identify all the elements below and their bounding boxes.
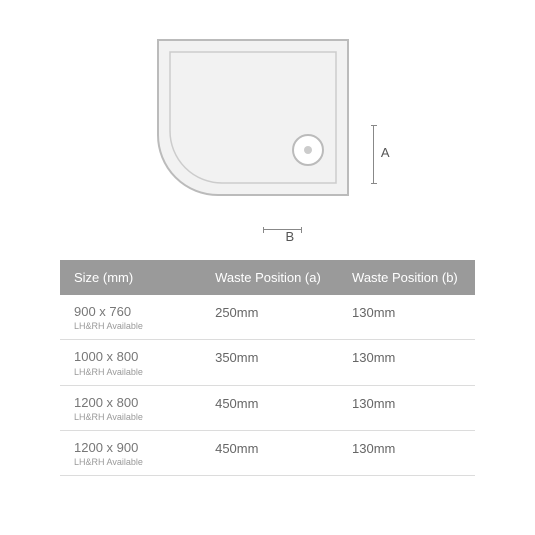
spec-table: Size (mm) Waste Position (a) Waste Posit…	[60, 260, 475, 476]
table-header-row: Size (mm) Waste Position (a) Waste Posit…	[60, 260, 475, 295]
header-pos-a: Waste Position (a)	[201, 260, 338, 295]
table-row: 1000 x 800 LH&RH Available 350mm 130mm	[60, 340, 475, 385]
dimension-line	[263, 229, 301, 230]
pos-a-value: 450mm	[201, 430, 338, 475]
pos-b-value: 130mm	[338, 385, 475, 430]
size-sub: LH&RH Available	[74, 457, 187, 467]
table-row: 900 x 760 LH&RH Available 250mm 130mm	[60, 295, 475, 340]
tray-shape	[148, 30, 358, 210]
pos-a-value: 250mm	[201, 295, 338, 340]
size-value: 900 x 760	[74, 305, 187, 319]
dimension-a-label: A	[381, 145, 390, 160]
size-value: 1200 x 900	[74, 441, 187, 455]
dimension-line	[263, 227, 264, 233]
dimension-line	[301, 227, 302, 233]
dimension-line	[373, 125, 374, 183]
pos-b-value: 130mm	[338, 430, 475, 475]
table-row: 1200 x 900 LH&RH Available 450mm 130mm	[60, 430, 475, 475]
table-row: 1200 x 800 LH&RH Available 450mm 130mm	[60, 385, 475, 430]
size-sub: LH&RH Available	[74, 321, 187, 331]
size-sub: LH&RH Available	[74, 412, 187, 422]
pos-b-value: 130mm	[338, 340, 475, 385]
dimension-b-label: B	[286, 229, 295, 244]
size-value: 1000 x 800	[74, 350, 187, 364]
pos-b-value: 130mm	[338, 295, 475, 340]
pos-a-value: 450mm	[201, 385, 338, 430]
dimension-line	[371, 183, 377, 184]
size-sub: LH&RH Available	[74, 367, 187, 377]
pos-a-value: 350mm	[201, 340, 338, 385]
tray-diagram: A B	[148, 30, 388, 240]
dimension-line	[371, 125, 377, 126]
header-size: Size (mm)	[60, 260, 201, 295]
table-body: 900 x 760 LH&RH Available 250mm 130mm 10…	[60, 295, 475, 476]
header-pos-b: Waste Position (b)	[338, 260, 475, 295]
size-value: 1200 x 800	[74, 396, 187, 410]
